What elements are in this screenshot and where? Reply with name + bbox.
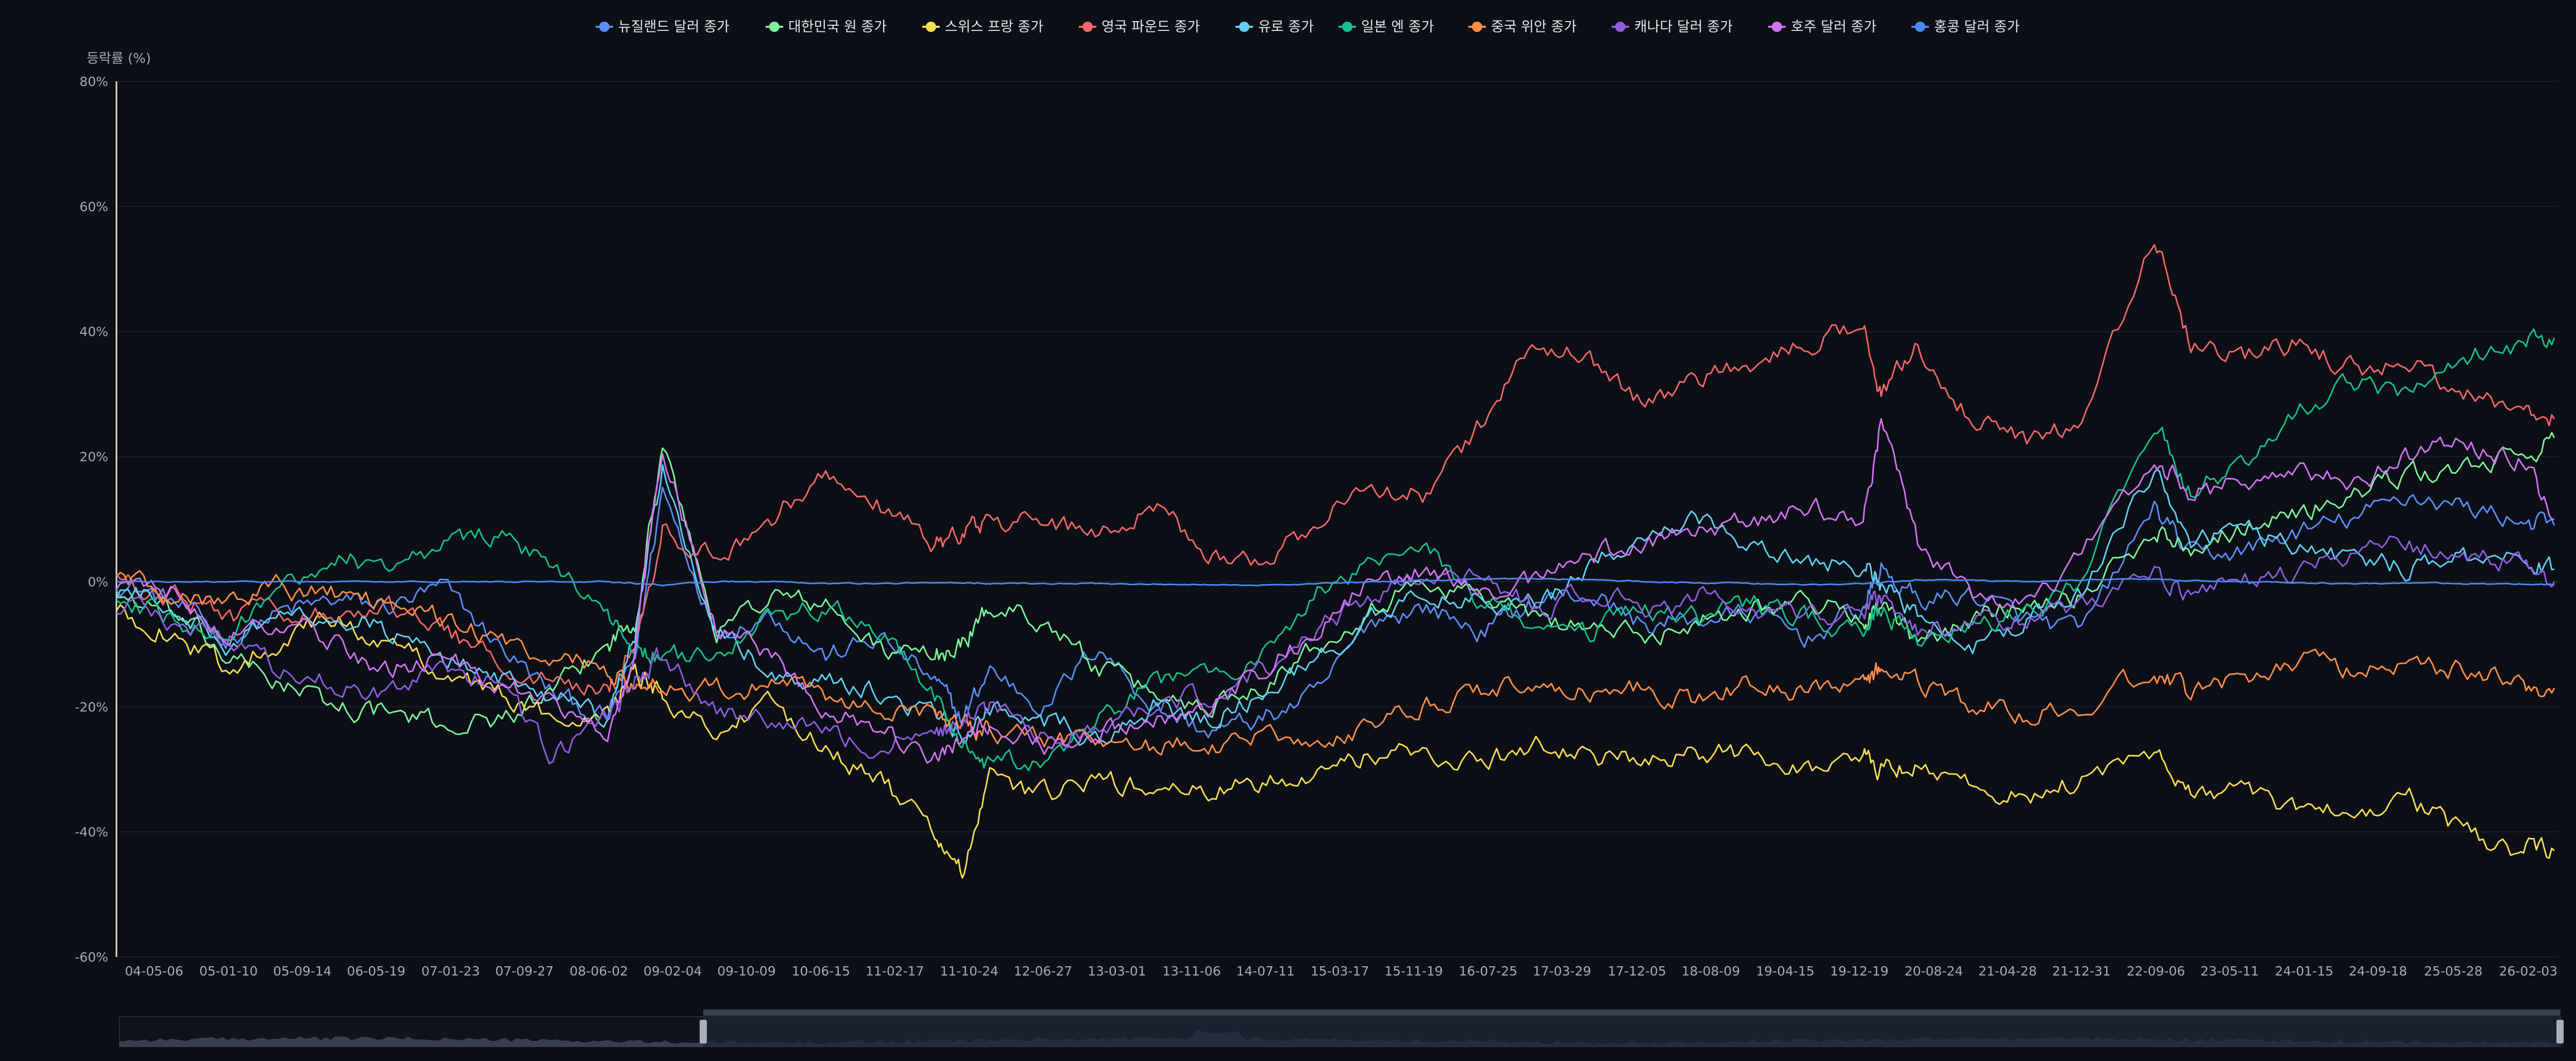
zoom-drag-bar[interactable]: [703, 1009, 2561, 1016]
x-tick-label: 09-02-04: [643, 964, 702, 979]
series-line: [115, 604, 2555, 879]
y-axis-label: 등락률 (%): [87, 51, 151, 66]
y-axis-ticks: 80% 60% 40% 20% 0% -20% -40% -60%: [75, 74, 108, 965]
x-tick-label: 20-08-24: [1905, 964, 1963, 979]
legend-item[interactable]: 스위스 프랑 종가: [922, 19, 1043, 35]
series-line: [115, 244, 2555, 696]
grid-lines: [116, 81, 2558, 957]
x-tick-label: 04-05-06: [125, 964, 183, 979]
zoom-handle-left[interactable]: [700, 1020, 707, 1043]
x-tick-label: 17-03-29: [1533, 964, 1591, 979]
x-tick-label: 06-05-19: [347, 964, 405, 979]
legend-label: 홍콩 달러 종가: [1934, 19, 2020, 35]
x-tick-label: 23-05-11: [2200, 964, 2259, 979]
series-line: [116, 570, 2555, 756]
legend-marker-icon: [1239, 22, 1249, 32]
x-tick-label: 05-01-10: [199, 964, 258, 979]
x-tick-label: 15-11-19: [1384, 964, 1443, 979]
chart-legend[interactable]: 뉴질랜드 달러 종가 대한민국 원 종가 스위스 프랑 종가 영국 파운드 종가 유로 …: [596, 19, 2020, 35]
y-tick-label: 20%: [79, 450, 108, 465]
x-tick-label: 10-06-15: [792, 964, 850, 979]
y-tick-label: 0%: [88, 574, 108, 589]
zoom-handle-right[interactable]: [2556, 1020, 2564, 1043]
legend-label: 영국 파운드 종가: [1101, 19, 1200, 35]
legend-marker-icon: [1082, 22, 1093, 32]
x-tick-label: 24-09-18: [2349, 964, 2407, 979]
x-tick-label: 21-12-31: [2052, 964, 2110, 979]
series-line: [115, 418, 2554, 764]
x-tick-label: 21-04-28: [1978, 964, 2037, 979]
legend-label: 대한민국 원 종가: [788, 19, 887, 35]
x-tick-label: 26-02-03: [2499, 964, 2557, 979]
x-tick-label: 05-09-14: [273, 964, 331, 979]
x-axis-ticks: 04-05-06 05-01-10 05-09-14 06-05-19 07-01-23…: [125, 964, 2557, 979]
series-line: [116, 577, 2555, 587]
legend-label: 일본 엔 종가: [1361, 19, 1434, 35]
x-tick-label: 09-10-09: [717, 964, 775, 979]
legend-marker-icon: [926, 22, 936, 32]
x-tick-label: 07-09-27: [495, 964, 553, 979]
x-tick-label: 13-11-06: [1162, 964, 1221, 979]
legend-marker-icon: [1772, 22, 1782, 32]
legend-marker-icon: [1342, 22, 1352, 32]
legend-label: 호주 달러 종가: [1791, 19, 1876, 35]
legend-label: 캐나다 달러 종가: [1634, 19, 1733, 35]
legend-item[interactable]: 일본 엔 종가: [1338, 19, 1434, 35]
y-tick-label: -60%: [75, 950, 108, 965]
x-tick-label: 08-06-02: [570, 964, 628, 979]
legend-marker-icon: [1915, 22, 1925, 32]
legend-item[interactable]: 캐나다 달러 종가: [1612, 19, 1733, 35]
legend-item[interactable]: 호주 달러 종가: [1768, 19, 1876, 35]
series-line: [115, 464, 2555, 746]
legend-item[interactable]: 홍콩 달러 종가: [1911, 19, 2020, 35]
x-tick-label: 11-10-24: [940, 964, 998, 979]
y-tick-label: 60%: [79, 199, 108, 214]
legend-label: 뉴질랜드 달러 종가: [618, 19, 730, 35]
series-lines: [115, 244, 2555, 879]
legend-item[interactable]: 영국 파운드 종가: [1079, 19, 1200, 35]
x-tick-label: 14-07-11: [1236, 964, 1294, 979]
legend-marker-icon: [769, 22, 779, 32]
legend-marker-icon: [599, 22, 609, 32]
series-line: [116, 535, 2555, 765]
legend-label: 스위스 프랑 종가: [945, 19, 1043, 35]
zoom-selected-range[interactable]: [703, 1017, 2561, 1047]
x-tick-label: 13-03-01: [1088, 964, 1146, 979]
legend-item[interactable]: 중국 위안 종가: [1468, 19, 1577, 35]
legend-label: 유로 종가: [1258, 19, 1314, 35]
series-line: [116, 328, 2555, 772]
x-tick-label: 24-01-15: [2275, 964, 2333, 979]
x-tick-label: 25-05-28: [2424, 964, 2482, 979]
legend-marker-icon: [1615, 22, 1625, 32]
y-tick-label: 80%: [79, 74, 108, 89]
legend-item[interactable]: 대한민국 원 종가: [766, 19, 887, 35]
x-tick-label: 19-12-19: [1830, 964, 1888, 979]
series-line: [115, 486, 2555, 739]
x-tick-label: 07-01-23: [421, 964, 480, 979]
legend-item[interactable]: 뉴질랜드 달러 종가: [596, 19, 730, 35]
x-tick-label: 11-02-17: [866, 964, 924, 979]
y-tick-label: 40%: [79, 324, 108, 339]
series-line: [116, 432, 2555, 735]
x-tick-label: 22-09-06: [2127, 964, 2185, 979]
zoom-slider[interactable]: [119, 1009, 2564, 1047]
x-tick-label: 16-07-25: [1459, 964, 1517, 979]
x-tick-label: 18-08-09: [1682, 964, 1740, 979]
x-tick-label: 12-06-27: [1014, 964, 1072, 979]
y-tick-label: -40%: [75, 825, 108, 840]
x-tick-label: 17-12-05: [1608, 964, 1666, 979]
legend-label: 중국 위안 종가: [1491, 19, 1577, 35]
x-tick-label: 19-04-15: [1756, 964, 1814, 979]
y-tick-label: -20%: [75, 699, 108, 714]
legend-marker-icon: [1472, 22, 1482, 32]
x-tick-label: 15-03-17: [1311, 964, 1369, 979]
legend-item[interactable]: 유로 종가: [1235, 19, 1314, 35]
